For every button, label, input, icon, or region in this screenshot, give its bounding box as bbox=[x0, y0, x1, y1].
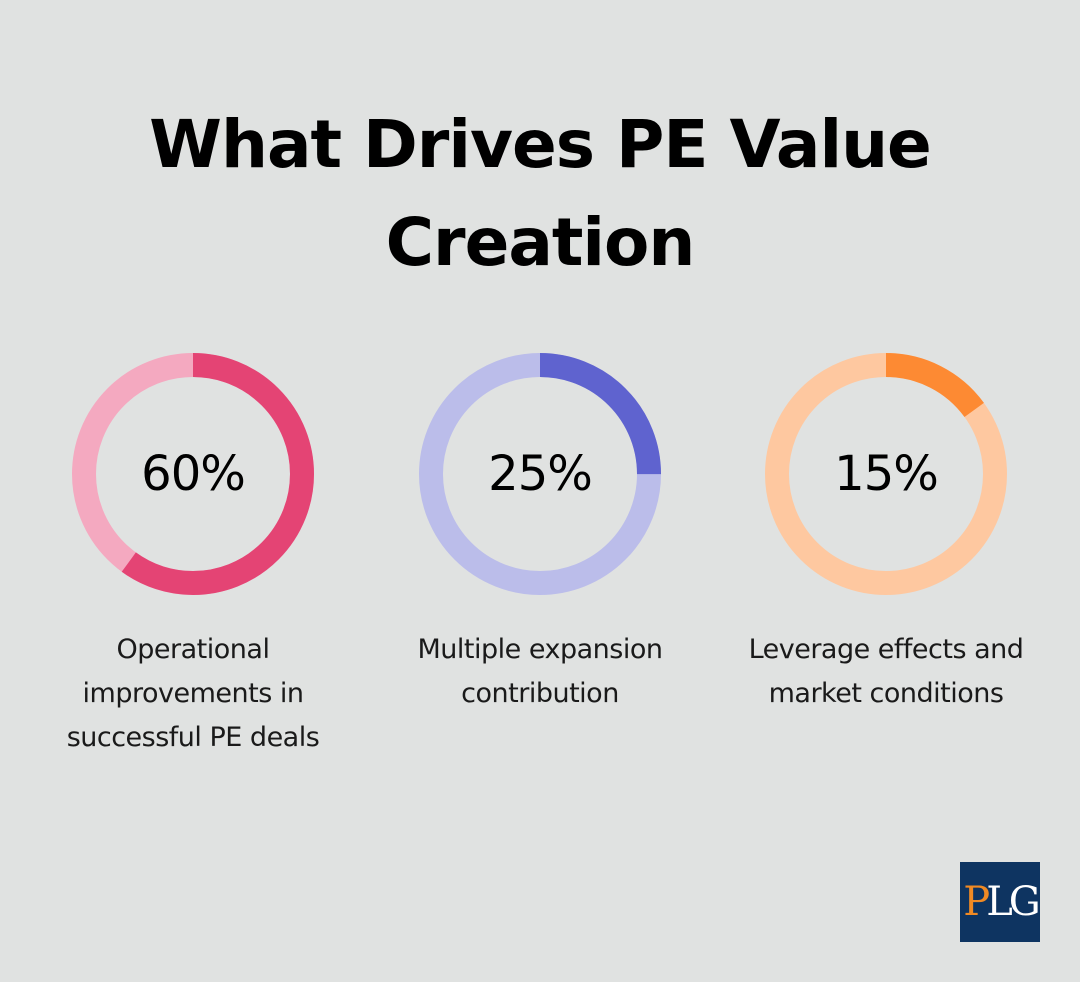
percentage-value: 60% bbox=[141, 446, 246, 502]
donut-gauge: 25% bbox=[418, 352, 662, 596]
donut-gauge: 60% bbox=[71, 352, 315, 596]
logo-letter: G bbox=[1008, 879, 1041, 925]
plg-logo: PLG bbox=[960, 862, 1041, 942]
stat-caption: Multiple expansion contribution bbox=[370, 628, 710, 716]
caption-line: contribution bbox=[461, 678, 619, 709]
caption-line: market conditions bbox=[768, 678, 1004, 709]
title-line-1: What Drives PE Value bbox=[149, 106, 932, 183]
page-title: What Drives PE Value Creation bbox=[0, 96, 1080, 292]
caption-line: improvements in bbox=[82, 678, 304, 709]
ring-chart bbox=[765, 353, 1007, 595]
donut-gauge: 15% bbox=[764, 352, 1008, 596]
stat-caption: Leverage effects and market conditions bbox=[716, 628, 1056, 716]
ring-chart bbox=[72, 353, 314, 595]
caption-line: successful PE deals bbox=[66, 722, 320, 753]
percentage-value: 15% bbox=[834, 446, 939, 502]
stat-caption: Operational improvements in successful P… bbox=[23, 628, 363, 760]
logo-letter: P bbox=[963, 879, 990, 925]
caption-line: Operational bbox=[116, 634, 270, 665]
ring-chart bbox=[419, 353, 661, 595]
logo-letter: L bbox=[986, 879, 1012, 925]
caption-line: Leverage effects and bbox=[748, 634, 1024, 665]
caption-line: Multiple expansion bbox=[417, 634, 663, 665]
percentage-value: 25% bbox=[488, 446, 593, 502]
title-line-2: Creation bbox=[385, 204, 696, 281]
